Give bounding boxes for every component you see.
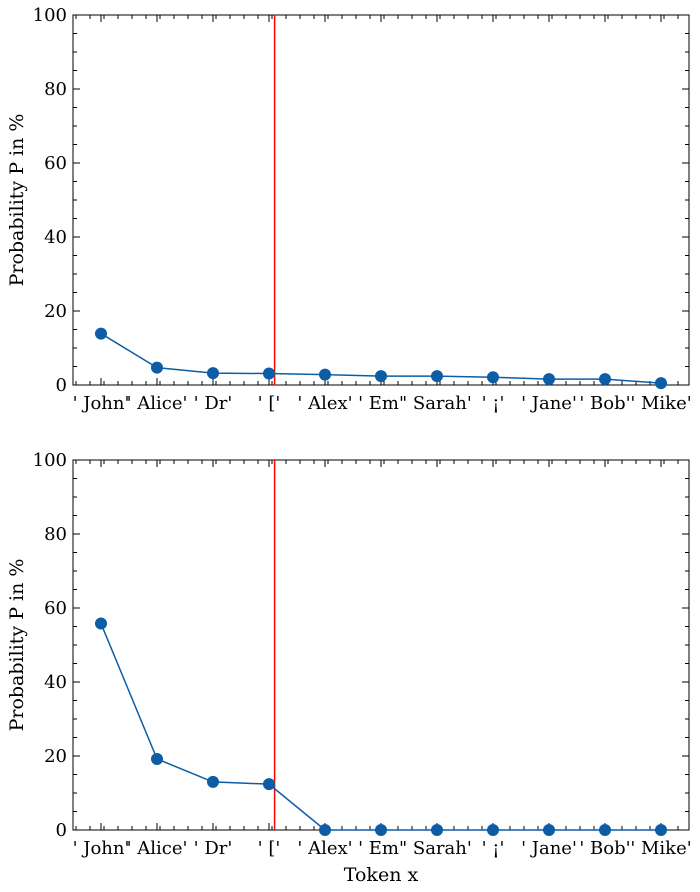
data-point — [655, 824, 667, 836]
subplot-2: 0 20 40 60 80 100 ' John'' Alice' ' Dr' ' [' ' Al… — [6, 450, 692, 886]
x-tick-label: ' Jane' — [521, 393, 577, 414]
y-tick-label: 0 — [56, 820, 67, 841]
data-point — [487, 824, 499, 836]
y-axis-label: Probability P in % — [6, 559, 28, 732]
y-tick-label: 20 — [44, 301, 67, 322]
x-tick-label: ' Sarah' — [402, 838, 472, 859]
x-tick-label: ' John' — [73, 838, 130, 859]
data-point — [599, 824, 611, 836]
x-tick-label: ' Mike' — [630, 393, 691, 414]
y-axis-label: Probability P in % — [6, 114, 28, 287]
y-tick-label: 40 — [44, 672, 67, 693]
data-point — [543, 824, 555, 836]
x-tick-label: ' ¡' — [482, 838, 505, 859]
plot-frame — [72, 459, 690, 831]
data-point — [655, 377, 667, 390]
x-tick-label: ' John' — [73, 393, 130, 414]
x-tick-label: ' Em' — [358, 393, 404, 414]
x-tick-label: ' Dr' — [194, 393, 233, 414]
y-tick-label: 20 — [44, 746, 67, 767]
x-tick-label: ' Bob' — [579, 393, 630, 414]
series-line — [100, 623, 661, 831]
data-point — [599, 373, 611, 386]
plot-frame — [72, 14, 690, 386]
data-point — [263, 367, 275, 380]
x-tick-label: ' ¡' — [482, 393, 505, 414]
y-tick-label: 60 — [44, 598, 67, 619]
data-point — [263, 778, 275, 791]
x-tick-label: ' Alex' — [297, 838, 352, 859]
data-point — [151, 752, 163, 765]
data-point — [319, 368, 331, 381]
y-tick-label: 40 — [44, 227, 67, 248]
x-tick-label: ' Sarah' — [402, 393, 472, 414]
y-tick-label: 80 — [44, 524, 67, 545]
data-point — [375, 370, 387, 383]
x-tick-label: ' [' — [258, 393, 281, 414]
data-point — [207, 775, 219, 788]
data-point — [207, 367, 219, 380]
x-tick-label: ' Alice' — [127, 838, 188, 859]
data-point — [543, 373, 555, 386]
y-tick-label: 100 — [33, 5, 67, 26]
subplot-1: 0 20 40 60 80 100 ' John'' Alice' ' Dr' ' [' ' Al… — [6, 5, 692, 414]
y-tick-label: 60 — [44, 153, 67, 174]
data-point — [151, 361, 163, 374]
x-tick-label: ' [' — [258, 838, 281, 859]
data-point — [319, 824, 331, 836]
x-tick-label: ' Bob' — [579, 838, 630, 859]
x-axis-label: Token x — [344, 864, 419, 886]
data-point — [431, 370, 443, 383]
y-tick-label: 80 — [44, 79, 67, 100]
data-point — [431, 824, 443, 836]
x-tick-label: ' Dr' — [194, 838, 233, 859]
y-tick-label: 100 — [33, 450, 67, 471]
y-tick-label: 0 — [56, 375, 67, 396]
data-point — [487, 371, 499, 384]
data-point — [95, 617, 107, 630]
x-tick-label: ' Jane' — [521, 838, 577, 859]
x-tick-label: ' Alice' — [127, 393, 188, 414]
x-tick-label: ' Alex' — [297, 393, 352, 414]
x-tick-label: ' Mike' — [630, 838, 691, 859]
data-point — [375, 824, 387, 836]
x-tick-label: ' Em' — [358, 838, 404, 859]
data-point — [95, 327, 107, 340]
